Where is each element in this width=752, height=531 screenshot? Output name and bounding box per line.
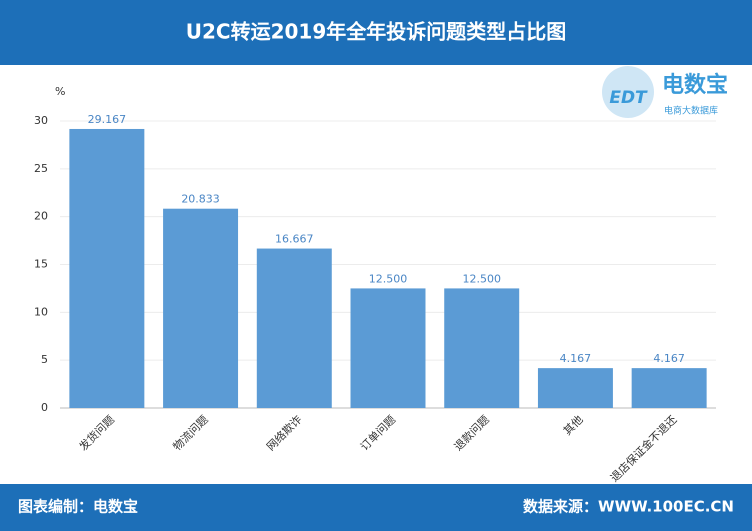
y-tick-label: 20 (34, 210, 48, 223)
y-tick-label: 0 (41, 401, 48, 414)
logo-name: 电数宝 (662, 72, 728, 98)
value-label: 4.167 (560, 352, 592, 365)
logo-cloud (602, 66, 654, 118)
logo: EDT 电数宝 电商大数据库 (602, 66, 728, 118)
bar (69, 128, 145, 408)
y-tick-label: 15 (34, 258, 48, 271)
footer-left: 图表编制：电数宝 (18, 498, 138, 516)
y-tick-label: 30 (34, 114, 48, 127)
footer-bar (0, 484, 752, 531)
bar (631, 368, 707, 408)
value-label: 12.500 (462, 272, 501, 285)
logo-tagline: 电商大数据库 (664, 105, 718, 117)
bar (163, 208, 239, 408)
bar (350, 288, 426, 408)
bar (256, 248, 332, 408)
bar (537, 368, 613, 408)
value-label: 12.500 (369, 272, 408, 285)
value-label: 4.167 (653, 352, 685, 365)
y-tick-label: 10 (34, 305, 48, 318)
value-label: 20.833 (181, 193, 220, 206)
logo-mark: EDT (609, 88, 648, 108)
chart-title: U2C转运2019年全年投诉问题类型占比图 (186, 20, 567, 44)
value-label: 16.667 (275, 233, 314, 246)
y-axis-label: % (55, 85, 65, 98)
y-tick-label: 5 (41, 353, 48, 366)
bar (444, 288, 520, 408)
value-label: 29.167 (88, 113, 127, 126)
y-tick-label: 25 (34, 162, 48, 175)
header-bar (0, 0, 752, 65)
footer-right: 数据来源：WWW.100EC.CN (523, 498, 734, 516)
